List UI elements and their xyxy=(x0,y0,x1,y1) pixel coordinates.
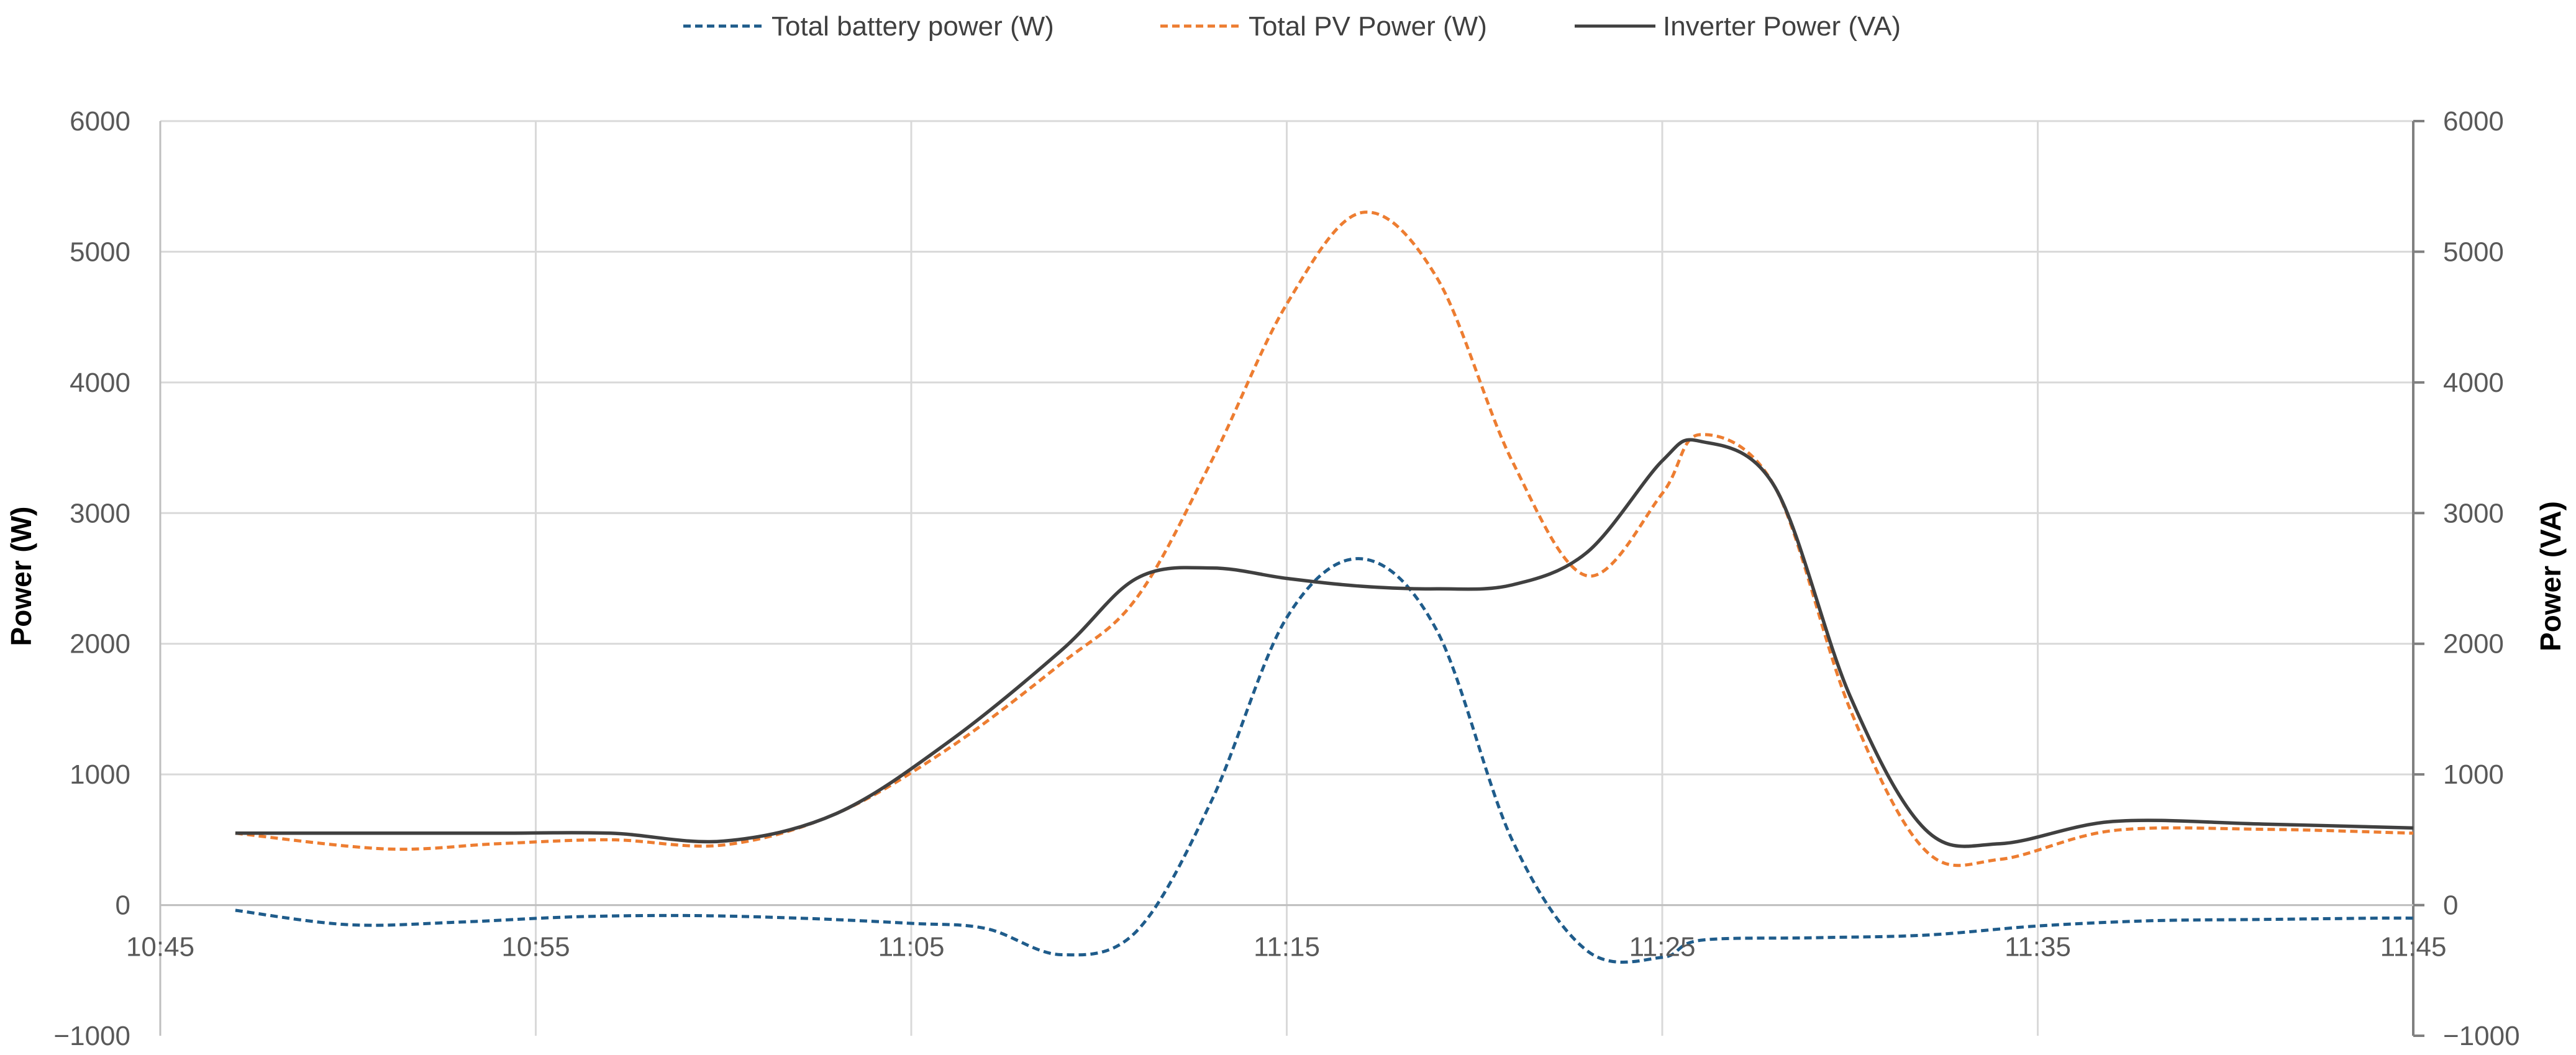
total-battery-power-legend-label: Total battery power (W) xyxy=(771,11,1054,42)
right-tick-label: 5000 xyxy=(2443,237,2504,267)
x-axis-ticks: 10:45 10:55 11:05 11:15 11:25 11:35 11:45 xyxy=(126,932,2446,962)
x-tick-label: 11:35 xyxy=(2005,932,2071,962)
right-tick-label: 0 xyxy=(2443,890,2458,921)
right-axis-title: Power (VA) xyxy=(2534,501,2567,651)
left-tick-label: 5000 xyxy=(70,237,130,267)
right-tick-label: 6000 xyxy=(2443,106,2504,137)
axes xyxy=(159,120,2424,1037)
right-tick-label: 3000 xyxy=(2443,498,2504,528)
x-tick-label: 10:45 xyxy=(126,932,194,962)
inverter-power-line xyxy=(235,438,2414,848)
left-tick-label: 6000 xyxy=(70,106,130,137)
inverter-power-legend-label: Inverter Power (VA) xyxy=(1663,11,1901,42)
right-tick-label: 2000 xyxy=(2443,629,2504,659)
total-pv-power-legend-label: Total PV Power (W) xyxy=(1249,11,1487,42)
left-tick-label: 2000 xyxy=(70,629,130,659)
right-tick-label: 4000 xyxy=(2443,368,2504,398)
left-axis-title: Power (W) xyxy=(5,507,37,646)
left-tick-label: 3000 xyxy=(70,498,130,528)
left-tick-label: 4000 xyxy=(70,368,130,398)
x-tick-label: 11:25 xyxy=(1629,932,1696,962)
right-tick-label: −1000 xyxy=(2443,1021,2520,1051)
left-tick-label: 0 xyxy=(116,890,130,921)
x-tick-label: 11:15 xyxy=(1254,932,1320,962)
total-pv-power-line xyxy=(235,211,2414,867)
series-lines xyxy=(235,211,2414,964)
x-tick-label: 10:55 xyxy=(501,932,570,962)
legend: Total battery power (W) Total PV Power (W… xyxy=(683,11,1901,42)
x-tick-label: 11:45 xyxy=(2380,932,2447,962)
left-tick-label: 1000 xyxy=(70,759,130,790)
right-tick-label: 1000 xyxy=(2443,759,2504,790)
x-tick-label: 11:05 xyxy=(878,932,945,962)
total-battery-power-line xyxy=(235,557,2414,964)
left-tick-label: −1000 xyxy=(53,1021,130,1051)
left-axis-ticks: −1000 0 1000 2000 3000 4000 5000 6000 xyxy=(53,106,130,1051)
right-axis-ticks: −1000 0 1000 2000 3000 4000 5000 6000 xyxy=(2443,106,2520,1051)
